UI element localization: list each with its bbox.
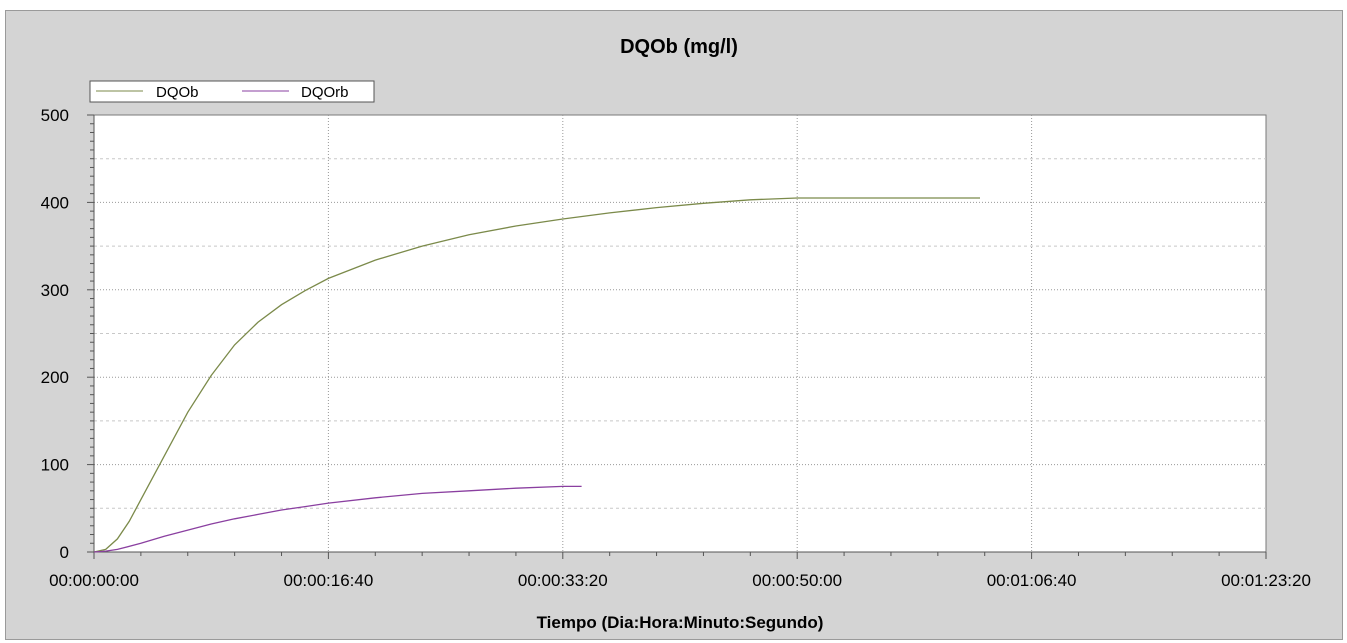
y-tick-label: 200 — [41, 368, 69, 387]
y-tick-label: 100 — [41, 456, 69, 475]
series-line-dqob — [93, 197, 980, 553]
x-tick-label: 00:00:33:20 — [518, 571, 608, 590]
y-tick-label: 500 — [41, 106, 69, 125]
legend-box — [89, 80, 375, 103]
x-tick-label: 00:00:16:40 — [283, 571, 373, 590]
y-tick-label: 400 — [41, 193, 69, 212]
x-tick-label: 00:00:50:00 — [752, 571, 842, 590]
legend-label-dqob: DQOb — [156, 84, 199, 101]
x-tick-label: 00:01:23:20 — [1221, 571, 1311, 590]
y-tick-label: 300 — [41, 281, 69, 300]
axes: 00:00:00:00 00:00:16:40 00:00:33:20 00:00:5… — [41, 106, 1311, 590]
legend-label-dqorb: DQOrb — [301, 84, 349, 101]
chart-frame: DQOb (mg/l) 00:00:00:00 00:00:16:40 00:00:… — [5, 10, 1343, 640]
x-axis-title: Tiempo (Dia:Hora:Minuto:Segundo) — [537, 613, 824, 632]
chart-canvas: DQOb (mg/l) 00:00:00:00 00:00:16:40 00:00:… — [41, 36, 1311, 632]
x-tick-label: 00:01:06:40 — [987, 571, 1077, 590]
y-tick-label: 0 — [60, 543, 69, 562]
legend: DQOb DQOrb — [89, 80, 375, 103]
grid — [94, 115, 1266, 552]
chart-title: DQOb (mg/l) — [620, 36, 738, 58]
plot-area — [93, 114, 1267, 553]
x-tick-label: 00:00:00:00 — [49, 571, 139, 590]
series-line-dqorb — [93, 485, 582, 553]
series-lines — [93, 197, 980, 553]
